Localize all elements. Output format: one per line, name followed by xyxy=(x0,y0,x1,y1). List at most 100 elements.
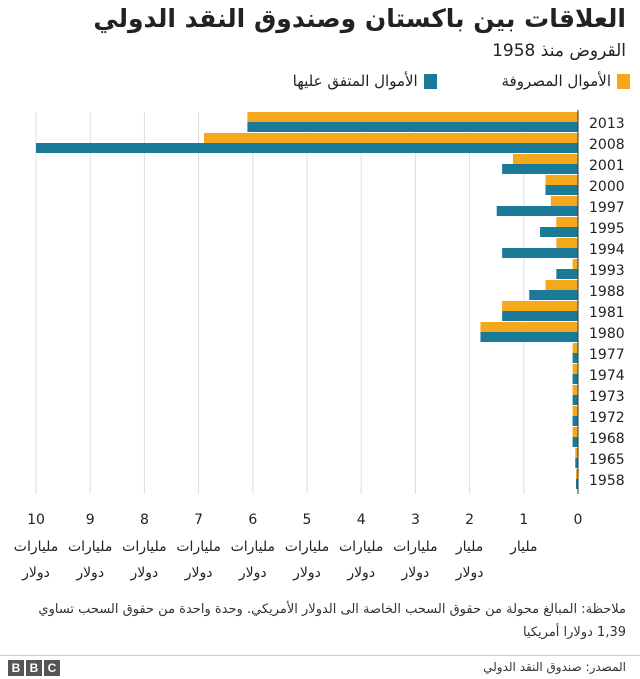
bar-agreed xyxy=(572,353,578,363)
tick-unit-label: مليار xyxy=(455,539,483,555)
tick-label: 5 xyxy=(303,512,312,528)
tick-unit-label: دولار xyxy=(346,565,375,581)
bar-disbursed xyxy=(550,196,578,206)
tick-unit-label: مليارات xyxy=(122,539,166,555)
tick-label: 6 xyxy=(248,512,257,528)
bar-disbursed xyxy=(572,406,578,416)
tick-unit-label: مليارات xyxy=(231,539,275,555)
tick-unit-label: دولار xyxy=(21,565,50,581)
bar-agreed xyxy=(556,269,578,279)
legend-swatch-agreed xyxy=(423,73,437,89)
category-label: 2001 xyxy=(589,158,625,174)
tick-unit-label: مليارات xyxy=(14,539,58,555)
category-label: 1997 xyxy=(589,200,625,216)
legend-label-agreed: الأموال المتفق عليها xyxy=(292,72,418,90)
source-credit: المصدر: صندوق النقد الدولي xyxy=(483,660,626,674)
tick-unit-label: دولار xyxy=(455,565,484,581)
tick-label: 0 xyxy=(574,512,583,528)
tick-label: 9 xyxy=(86,512,95,528)
tick-unit-label: دولار xyxy=(238,565,267,581)
bbc-logo: B B C xyxy=(8,660,60,676)
category-label: 1995 xyxy=(589,221,625,237)
bar-disbursed xyxy=(556,238,578,248)
category-label: 1988 xyxy=(589,284,625,300)
tick-unit-label: دولار xyxy=(401,565,430,581)
tick-unit-label: مليار xyxy=(509,539,537,555)
category-label: 2000 xyxy=(589,179,625,195)
category-label: 1973 xyxy=(589,389,625,405)
tick-unit-label: مليارات xyxy=(285,539,329,555)
bar-disbursed xyxy=(572,259,578,269)
bar-agreed xyxy=(572,374,578,384)
legend-item-agreed: الأموال المتفق عليها xyxy=(293,72,437,90)
bar-disbursed xyxy=(576,469,578,479)
category-label: 1958 xyxy=(589,473,625,489)
legend-label-disbursed: الأموال المصروفة xyxy=(501,72,612,90)
bar-disbursed xyxy=(204,133,578,143)
bar-disbursed xyxy=(502,301,578,311)
tick-unit-label: دولار xyxy=(75,565,104,581)
bar-disbursed xyxy=(572,427,578,437)
bar-agreed xyxy=(572,395,578,405)
bar-agreed xyxy=(572,437,578,447)
category-label: 1980 xyxy=(589,326,625,342)
chart-subtitle: القروض منذ 1958 xyxy=(492,41,626,61)
tick-unit-label: دولار xyxy=(292,565,321,581)
tick-unit-label: مليارات xyxy=(339,539,383,555)
bar-agreed xyxy=(480,332,578,342)
category-label: 1994 xyxy=(589,242,625,258)
bar-disbursed xyxy=(545,280,578,290)
tick-label: 7 xyxy=(194,512,203,528)
legend: الأموال المصروفة الأموال المتفق عليها xyxy=(233,72,630,93)
category-label: 1968 xyxy=(589,431,625,447)
chart-title: العلاقات بين باكستان وصندوق النقد الدولي xyxy=(93,4,626,33)
bbc-logo-letter: B xyxy=(8,660,24,676)
bar-agreed xyxy=(36,143,578,153)
bbc-logo-letter: C xyxy=(44,660,60,676)
category-label: 1965 xyxy=(589,452,625,468)
tick-label: 3 xyxy=(411,512,420,528)
tick-unit-label: دولار xyxy=(184,565,213,581)
tick-unit-label: مليارات xyxy=(176,539,220,555)
bar-disbursed xyxy=(480,322,578,332)
bbc-logo-letter: B xyxy=(26,660,42,676)
bar-disbursed xyxy=(572,343,578,353)
tick-label: 10 xyxy=(27,512,45,528)
category-label: 2013 xyxy=(589,116,625,132)
tick-label: 2 xyxy=(465,512,474,528)
footer-divider xyxy=(0,655,640,656)
bar-agreed xyxy=(247,122,578,132)
bar-agreed xyxy=(502,311,578,321)
legend-item-disbursed: الأموال المصروفة xyxy=(501,72,630,90)
category-label: 1993 xyxy=(589,263,625,279)
chart-note: ملاحظة: المبالغ محولة من حقوق السحب الخا… xyxy=(38,602,626,640)
tick-label: 8 xyxy=(140,512,149,528)
bar-agreed xyxy=(545,185,578,195)
bar-agreed xyxy=(496,206,578,216)
tick-unit-label: مليارات xyxy=(68,539,112,555)
category-label: 1981 xyxy=(589,305,625,321)
tick-unit-label: مليارات xyxy=(393,539,437,555)
bar-disbursed xyxy=(247,112,578,122)
bar-agreed xyxy=(572,416,578,426)
tick-label: 4 xyxy=(357,512,366,528)
category-label: 1972 xyxy=(589,410,625,426)
bar-disbursed xyxy=(575,448,578,458)
category-label: 2008 xyxy=(589,137,625,153)
bar-chart: 2013200820012000199719951994199319881981… xyxy=(14,110,625,581)
bar-disbursed xyxy=(556,217,578,227)
legend-swatch-disbursed xyxy=(617,73,630,89)
bar-agreed xyxy=(540,227,578,237)
bar-disbursed xyxy=(572,364,578,374)
bar-agreed xyxy=(529,290,578,300)
bar-disbursed xyxy=(572,385,578,395)
bar-agreed xyxy=(502,164,578,174)
category-label: 1977 xyxy=(589,347,625,363)
category-label: 1974 xyxy=(589,368,625,384)
tick-unit-label: دولار xyxy=(130,565,159,581)
bar-disbursed xyxy=(545,175,578,185)
bar-agreed xyxy=(576,479,578,489)
tick-label: 1 xyxy=(519,512,528,528)
bar-disbursed xyxy=(512,154,578,164)
bar-agreed xyxy=(502,248,578,258)
